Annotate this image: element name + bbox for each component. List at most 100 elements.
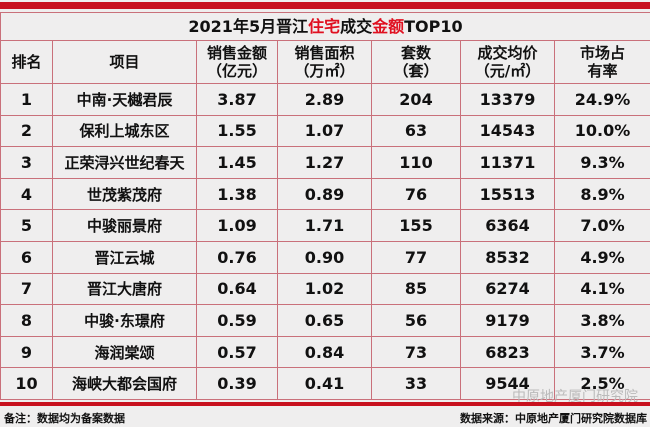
rank-cell: 9	[0, 335, 53, 369]
column-header: 项目	[52, 40, 197, 84]
bottom-red-bar	[0, 402, 650, 406]
units-cell: 76	[371, 177, 461, 211]
units-cell: 110	[371, 146, 461, 179]
sales-area-cell: 0.89	[277, 177, 372, 211]
table-row: 1 中南·天樾君辰 3.87 2.89 204 13379 24.9%	[0, 83, 650, 116]
sales-amount-cell: 1.55	[196, 114, 278, 148]
avg-price-cell: 15513	[460, 177, 555, 211]
header-line: 排名	[11, 53, 42, 71]
header-unit: （万㎡）	[294, 62, 355, 80]
rank-cell: 10	[0, 367, 53, 400]
header-line: 市场占	[580, 44, 626, 62]
project-cell: 中骏·东璟府	[52, 304, 197, 337]
avg-price-cell: 13379	[460, 83, 555, 116]
market-share-cell: 2.5%	[553, 367, 650, 400]
header-unit: 有率	[587, 62, 618, 80]
footer-source: 数据来源：中原地产厦门研究院数据库	[460, 412, 647, 425]
avg-price-cell: 14543	[460, 114, 555, 148]
header-unit: （套）	[393, 62, 439, 80]
sales-area-cell: 0.84	[277, 335, 372, 369]
sales-amount-cell: 0.76	[196, 240, 278, 274]
title-part: TOP10	[404, 16, 463, 36]
column-header: 套数 （套）	[371, 40, 461, 84]
sales-amount-cell: 1.45	[196, 146, 278, 179]
watermark-text: 中原地产厦门研究院	[512, 389, 638, 405]
table-row: 6 晋江云城 0.76 0.90 77 8532 4.9%	[0, 240, 650, 274]
header-unit: （元/㎡）	[474, 62, 541, 80]
ranking-table: 2021年5月晋江住宅成交金额TOP10 排名 项目 销售金额 （亿元） 销售面积 （万㎡…	[0, 12, 650, 400]
units-cell: 85	[371, 272, 461, 306]
market-share-cell: 10.0%	[553, 114, 650, 148]
project-cell: 海峡大都会国府	[52, 367, 197, 400]
sales-amount-cell: 0.39	[196, 367, 278, 400]
sales-amount-cell: 0.64	[196, 272, 278, 306]
header-line: 成交均价	[477, 44, 538, 62]
units-cell: 204	[371, 83, 461, 116]
rank-cell: 1	[0, 83, 53, 116]
sales-area-cell: 2.89	[277, 83, 372, 116]
column-header: 销售金额 （亿元）	[196, 40, 278, 84]
header-line: 项目	[109, 53, 140, 71]
table-row: 2 保利上城东区 1.55 1.07 63 14543 10.0%	[0, 114, 650, 148]
units-cell: 56	[371, 304, 461, 337]
table-row: 9 海润棠颂 0.57 0.84 73 6823 3.7%	[0, 335, 650, 369]
table-row: 3 正荣浔兴世纪春天 1.45 1.27 110 11371 9.3%	[0, 146, 650, 179]
sales-area-cell: 1.02	[277, 272, 372, 306]
rank-cell: 3	[0, 146, 53, 179]
project-cell: 海润棠颂	[52, 335, 197, 369]
rank-cell: 8	[0, 304, 53, 337]
title-highlight: 金额	[372, 16, 405, 36]
units-cell: 155	[371, 209, 461, 242]
units-cell: 33	[371, 367, 461, 400]
project-cell: 中骏丽景府	[52, 209, 197, 242]
project-cell: 世茂紫茂府	[52, 177, 197, 211]
avg-price-cell: 8532	[460, 240, 555, 274]
sales-area-cell: 0.41	[277, 367, 372, 400]
rank-cell: 5	[0, 209, 53, 242]
market-share-cell: 24.9%	[553, 83, 650, 116]
header-line: 套数	[400, 44, 431, 62]
table-body: 1 中南·天樾君辰 3.87 2.89 204 13379 24.9% 2 保利上城东区 1.55…	[0, 83, 650, 400]
column-header: 排名	[0, 40, 53, 84]
title-part: 成交	[340, 16, 373, 36]
rank-cell: 4	[0, 177, 53, 211]
rank-cell: 7	[0, 272, 53, 306]
rank-cell: 2	[0, 114, 53, 148]
header-row: 排名 项目 销售金额 （亿元） 销售面积 （万㎡） 套数 （套） 成交均价 （元/㎡） 市场占 有率	[0, 40, 650, 84]
sales-area-cell: 1.71	[277, 209, 372, 242]
sales-amount-cell: 0.59	[196, 304, 278, 337]
title-highlight: 住宅	[308, 16, 341, 36]
column-header: 成交均价 （元/㎡）	[460, 40, 555, 84]
table-title: 2021年5月晋江住宅成交金额TOP10	[0, 12, 650, 41]
sales-area-cell: 0.90	[277, 240, 372, 274]
project-cell: 晋江云城	[52, 240, 197, 274]
project-cell: 晋江大唐府	[52, 272, 197, 306]
sales-amount-cell: 1.38	[196, 177, 278, 211]
table-row: 10 海峡大都会国府 0.39 0.41 33 9544 2.5%	[0, 367, 650, 400]
project-cell: 正荣浔兴世纪春天	[52, 146, 197, 179]
header-line: 销售面积	[294, 44, 355, 62]
sales-amount-cell: 0.57	[196, 335, 278, 369]
project-cell: 中南·天樾君辰	[52, 83, 197, 116]
market-share-cell: 4.1%	[553, 272, 650, 306]
sales-amount-cell: 3.87	[196, 83, 278, 116]
header-line: 销售金额	[206, 44, 267, 62]
sales-area-cell: 1.27	[277, 146, 372, 179]
rank-cell: 6	[0, 240, 53, 274]
table-row: 8 中骏·东璟府 0.59 0.65 56 9179 3.8%	[0, 304, 650, 337]
header-unit: （亿元）	[206, 62, 267, 80]
table-row: 7 晋江大唐府 0.64 1.02 85 6274 4.1%	[0, 272, 650, 306]
market-share-cell: 3.7%	[553, 335, 650, 369]
column-header: 市场占 有率	[553, 40, 650, 84]
units-cell: 73	[371, 335, 461, 369]
column-header: 销售面积 （万㎡）	[277, 40, 372, 84]
sales-area-cell: 1.07	[277, 114, 372, 148]
sales-area-cell: 0.65	[277, 304, 372, 337]
units-cell: 63	[371, 114, 461, 148]
market-share-cell: 4.9%	[553, 240, 650, 274]
avg-price-cell: 6823	[460, 335, 555, 369]
market-share-cell: 7.0%	[553, 209, 650, 242]
sales-amount-cell: 1.09	[196, 209, 278, 242]
table-row: 5 中骏丽景府 1.09 1.71 155 6364 7.0%	[0, 209, 650, 242]
units-cell: 77	[371, 240, 461, 274]
